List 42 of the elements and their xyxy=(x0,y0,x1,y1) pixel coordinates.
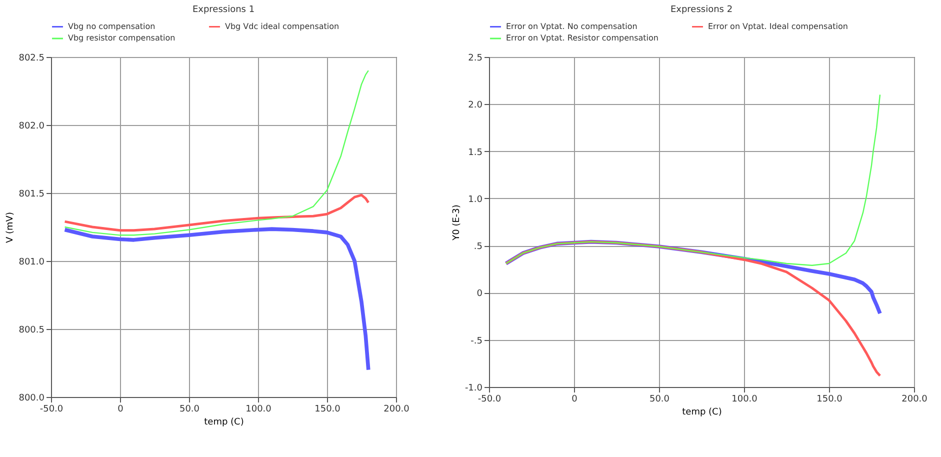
y-tick-label: 0 xyxy=(476,289,483,300)
legend-label: Error on Vptat. Resistor compensation xyxy=(506,34,658,42)
legend-label: Error on Vptat. Ideal compensation xyxy=(708,22,848,31)
x-tick-label: -50.0 xyxy=(478,394,502,404)
y-tick-label: 800.5 xyxy=(18,326,44,336)
legend-label: Vbg no compensation xyxy=(68,22,156,31)
x-tick-label: 200.0 xyxy=(384,404,410,414)
y-axis-title: V (mV) xyxy=(6,212,16,243)
y-tick-label: 801.5 xyxy=(18,190,44,200)
x-tick-label: 100.0 xyxy=(246,404,272,414)
x-tick-label: 100.0 xyxy=(732,394,758,404)
x-axis-title: temp (C) xyxy=(682,408,722,418)
y-tick-label: .5 xyxy=(474,242,482,252)
y-tick-label: -1.0 xyxy=(464,384,483,394)
legend-label: Vbg Vdc ideal compensation xyxy=(225,22,340,31)
y-tick-label: 2.0 xyxy=(468,100,483,111)
x-tick-label: 0 xyxy=(118,404,124,414)
x-tick-label: 150.0 xyxy=(816,394,843,404)
y-tick-label: -.5 xyxy=(470,336,482,346)
chart-title: Expressions 2 xyxy=(670,5,733,15)
x-tick-label: 150.0 xyxy=(314,404,341,414)
legend-label: Vbg resistor compensation xyxy=(68,34,176,42)
y-tick-label: 802.0 xyxy=(18,122,45,132)
line-series xyxy=(505,94,881,266)
x-tick-label: 50.0 xyxy=(179,404,200,414)
x-tick-label: 200.0 xyxy=(902,394,928,404)
y-tick-label: 1.5 xyxy=(468,148,482,158)
y-tick-label: 801.0 xyxy=(18,258,45,268)
x-tick-label: -50.0 xyxy=(40,404,64,414)
y-tick-label: 800.0 xyxy=(18,394,45,404)
line-series xyxy=(62,227,370,372)
chart-title: Expressions 1 xyxy=(192,5,255,15)
x-tick-label: 50.0 xyxy=(649,394,670,404)
y-tick-label: 1.0 xyxy=(468,194,483,205)
line-series xyxy=(64,70,369,236)
x-axis-title: temp (C) xyxy=(204,418,244,428)
y-tick-label: 2.5 xyxy=(468,54,482,64)
y-tick-label: 802.5 xyxy=(18,54,44,64)
legend-label: Error on Vptat. No compensation xyxy=(506,22,638,31)
line-series xyxy=(64,194,370,232)
y-axis-title: Y0 (E-3) xyxy=(452,204,462,242)
x-tick-label: 0 xyxy=(572,394,578,404)
